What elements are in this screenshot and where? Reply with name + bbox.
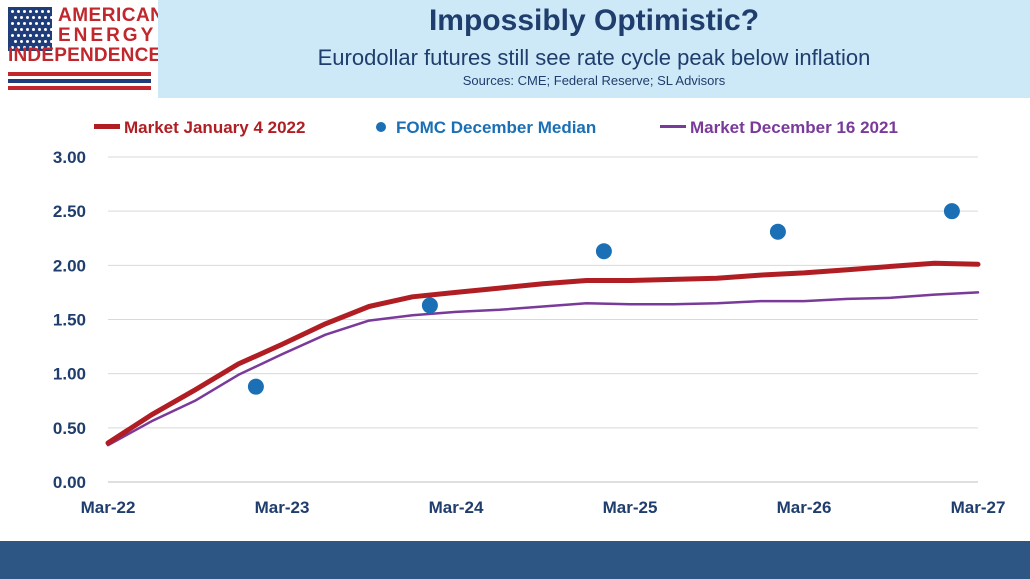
x-tick-label: Mar-27 xyxy=(951,498,1006,517)
page-title: Impossibly Optimistic? xyxy=(428,4,760,37)
flag-star xyxy=(17,22,20,25)
flag-star xyxy=(47,46,50,49)
sources-note: Sources: CME; Federal Reserve; SL Adviso… xyxy=(462,73,726,88)
header-banner: Impossibly Optimistic? Eurodollar future… xyxy=(158,0,1030,98)
legend-label-market-jan: Market January 4 2022 xyxy=(124,118,306,137)
flag-star xyxy=(47,22,50,25)
page-subtitle: Eurodollar futures still see rate cycle … xyxy=(317,45,871,70)
fomc-point xyxy=(769,223,786,240)
flag-star xyxy=(17,10,20,13)
flag-star xyxy=(26,28,29,31)
flag-star xyxy=(35,10,38,13)
chart-legend: Market January 4 2022 FOMC December Medi… xyxy=(0,118,1030,140)
x-tick-label: Mar-22 xyxy=(81,498,136,517)
flag-star xyxy=(47,34,50,37)
flag-star xyxy=(38,16,41,19)
logo-stripe xyxy=(8,72,151,76)
logo-word-american: AMERICAN xyxy=(58,5,165,26)
flag-star xyxy=(17,46,20,49)
flag-star xyxy=(14,40,17,43)
legend-label-market-dec: Market December 16 2021 xyxy=(690,118,898,137)
series-line-market-jan xyxy=(105,260,981,446)
flag-star xyxy=(41,22,44,25)
y-tick-label: 0.50 xyxy=(53,419,86,438)
y-tick-label: 1.00 xyxy=(53,365,86,384)
flag-star xyxy=(44,40,47,43)
flag-canton xyxy=(8,7,53,51)
flag-star xyxy=(23,34,26,37)
logo-stripe xyxy=(8,79,151,83)
x-tick-label: Mar-25 xyxy=(603,498,658,517)
flag-star xyxy=(11,46,14,49)
flag-star xyxy=(11,34,14,37)
flag-star xyxy=(50,28,53,31)
flag-star xyxy=(32,28,35,31)
flag-star xyxy=(41,46,44,49)
flag-star xyxy=(35,46,38,49)
flag-star xyxy=(20,28,23,31)
y-tick-label: 2.00 xyxy=(53,256,86,275)
flag-star xyxy=(11,10,14,13)
flag-star xyxy=(47,10,50,13)
x-tick-label: Mar-26 xyxy=(777,498,832,517)
legend-label-fomc: FOMC December Median xyxy=(396,118,597,137)
legend-item-market-dec: Market December 16 2021 xyxy=(660,118,898,138)
flag-star xyxy=(26,40,29,43)
flag-star xyxy=(20,16,23,19)
flag-star xyxy=(23,10,26,13)
flag-star xyxy=(41,34,44,37)
flag-star xyxy=(50,40,53,43)
rate-chart: 0.00 0.50 1.00 1.50 2.00 2.50 3.00 Mar-22 Mar-23… xyxy=(53,148,1006,517)
fomc-point xyxy=(595,243,612,260)
flag-star xyxy=(14,16,17,19)
legend-swatch-market-dec xyxy=(660,125,686,129)
legend-item-fomc: FOMC December Median xyxy=(376,118,596,138)
series-line-market-dec xyxy=(106,291,980,447)
logo-word-energy: ENERGY xyxy=(58,25,157,46)
y-tick-label: 3.00 xyxy=(53,148,86,167)
flag-star xyxy=(20,40,23,43)
legend-swatch-market-jan xyxy=(94,124,120,130)
flag-star xyxy=(29,10,32,13)
flag-star xyxy=(44,28,47,31)
flag-star xyxy=(38,28,41,31)
x-tick-label: Mar-23 xyxy=(255,498,310,517)
fomc-point xyxy=(247,378,264,395)
logo-word-independence: INDEPENDENCE xyxy=(8,45,162,66)
logo-stripe xyxy=(8,86,151,90)
flag-star xyxy=(29,22,32,25)
flag-star xyxy=(32,16,35,19)
fomc-point xyxy=(421,297,438,314)
flag-star xyxy=(35,22,38,25)
flag-star xyxy=(44,16,47,19)
legend-item-market-jan: Market January 4 2022 xyxy=(94,118,305,138)
flag-star xyxy=(32,40,35,43)
x-tick-label: Mar-24 xyxy=(429,498,484,517)
y-tick-label: 1.50 xyxy=(53,311,86,330)
fomc-point xyxy=(943,203,960,220)
flag-star xyxy=(29,46,32,49)
flag-star xyxy=(41,10,44,13)
flag-star xyxy=(11,22,14,25)
y-tick-label: 0.00 xyxy=(53,473,86,492)
flag-star xyxy=(23,46,26,49)
flag-star xyxy=(23,22,26,25)
flag-star xyxy=(35,34,38,37)
flag-star xyxy=(50,16,53,19)
flag-star xyxy=(38,40,41,43)
flag-star xyxy=(14,28,17,31)
legend-swatch-fomc xyxy=(376,121,386,132)
flag-star xyxy=(26,16,29,19)
flag-star xyxy=(17,34,20,37)
logo: AMERICAN ENERGY INDEPENDENCE xyxy=(0,0,164,98)
y-tick-label: 2.50 xyxy=(53,202,86,221)
flag-star xyxy=(29,34,32,37)
footer-bar xyxy=(0,541,1030,579)
